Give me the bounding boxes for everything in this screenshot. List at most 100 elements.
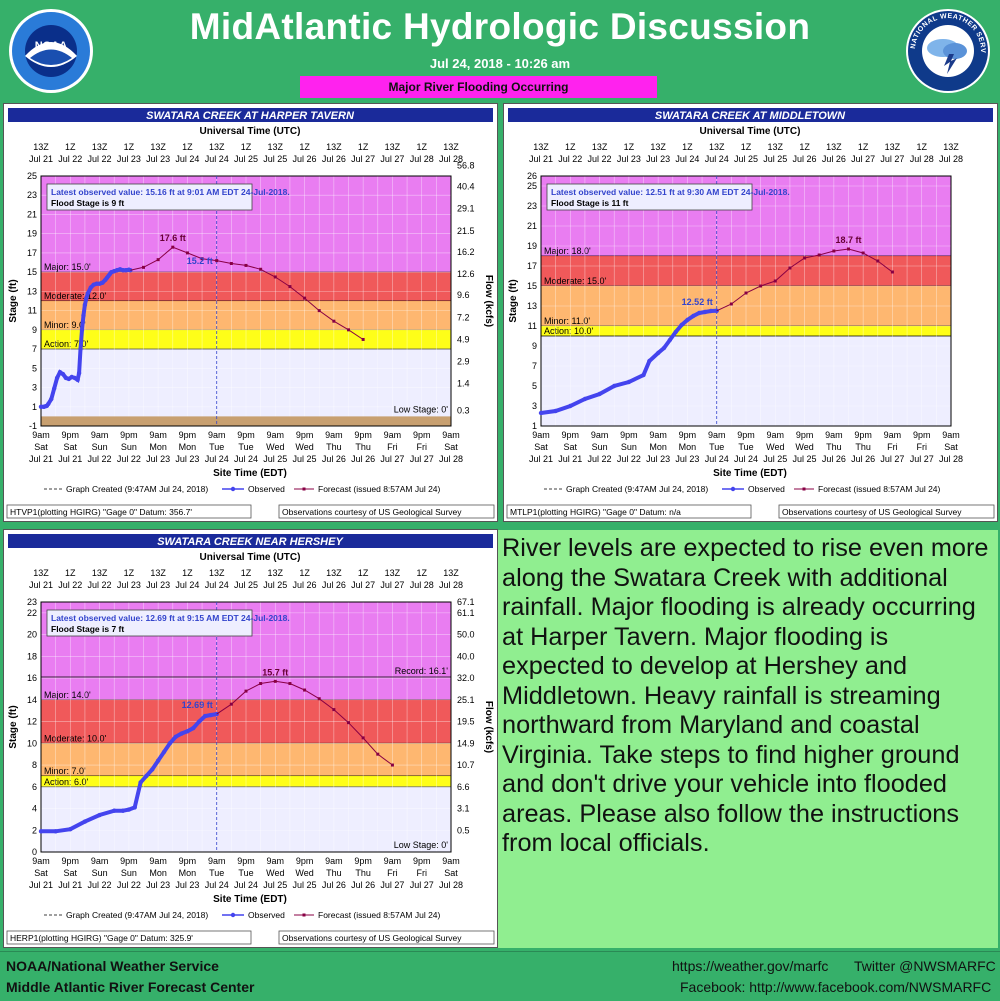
edt-tick-date: Jul 22 (117, 880, 141, 890)
chart-footer-left-box (6, 930, 252, 945)
utc-tick-hour: 13Z (385, 142, 401, 152)
utc-tick-hour: 13Z (326, 142, 342, 152)
edt-tick-hour: 9pm (120, 430, 138, 440)
flow-tick-label: 16.2 (457, 247, 475, 257)
chart-harper-tavern: SWATARA CREEK AT HARPER TAVERN Universal … (3, 103, 498, 522)
utc-tick-date: Jul 27 (351, 154, 375, 164)
plot-border (40, 601, 452, 853)
utc-tick-date: Jul 22 (58, 580, 82, 590)
observed-point (196, 719, 202, 724)
edt-tick-hour: 9pm (62, 430, 80, 440)
y-tick-label: 12 (27, 717, 37, 727)
edt-tick-day: Sun (592, 442, 608, 452)
y-tick-label: 5 (32, 363, 37, 373)
y-axis-label: Stage (ft) (508, 279, 519, 322)
latest-observed-box (46, 183, 253, 211)
utc-tick-date: Jul 23 (146, 154, 170, 164)
edt-tick-hour: 9am (384, 856, 402, 866)
y-tick-label: 9 (32, 325, 37, 335)
utc-tick-date: Jul 23 (646, 154, 670, 164)
footer-website-link[interactable]: https://weather.gov/marfc (672, 958, 829, 974)
stage-label-action: Action: 7.0' (44, 339, 89, 349)
edt-tick-day: Sat (944, 442, 958, 452)
footer-twitter-link[interactable]: Twitter @NWSMARFC (854, 958, 996, 974)
legend-forecast-marker (302, 487, 306, 491)
forecast-point (215, 259, 219, 263)
utc-tick-date: Jul 25 (763, 154, 787, 164)
forecast-point (876, 259, 880, 263)
y-tick-label: 22 (27, 608, 37, 618)
observed-point (82, 819, 88, 824)
forecast-point (861, 251, 865, 255)
forecast-point (729, 302, 733, 306)
flow-tick-label: 56.8 (457, 160, 475, 170)
y-tick-label: 19 (27, 229, 37, 239)
forecast-point (200, 257, 204, 261)
utc-tick-date: Jul 28 (439, 154, 463, 164)
legend-observed: Observed (248, 484, 285, 494)
flow-tick-label: 6.6 (457, 782, 470, 792)
edt-tick-date: Jul 27 (410, 454, 434, 464)
utc-tick-date: Jul 27 (380, 154, 404, 164)
forecast-point (817, 253, 821, 257)
stage-label-major: Major: 15.0' (44, 262, 91, 272)
edt-tick-day: Wed (295, 442, 313, 452)
y-tick-label: 15 (27, 267, 37, 277)
observed-point (673, 329, 678, 335)
page-date: Jul 24, 2018 - 10:26 am (429, 56, 571, 71)
chart-footer-right-box (278, 930, 495, 945)
y-tick-label: 1 (532, 421, 537, 431)
discussion-text-box: River levels are expected to rise even m… (498, 530, 998, 948)
flow-tick-label: 7.2 (457, 312, 470, 322)
latest-observed-box (46, 609, 253, 637)
utc-tick-hour: 13Z (443, 142, 459, 152)
legend-forecast: Forecast (issued 8:57AM Jul 24) (318, 910, 441, 920)
utc-tick-hour: 13Z (709, 142, 725, 152)
observed-point (612, 383, 617, 389)
forecast-point (376, 752, 380, 756)
observed-value-label: 15.2 ft (187, 256, 213, 266)
flow-tick-label: 12.6 (457, 269, 475, 279)
forecast-point (347, 721, 350, 725)
utc-tick-date: Jul 22 (58, 154, 82, 164)
chart-footer-right: Observations courtesy of US Geological S… (782, 507, 962, 517)
edt-tick-hour: 9am (532, 430, 550, 440)
stage-label-moderate: Moderate: 12.0' (44, 291, 107, 301)
forecast-point (273, 679, 277, 683)
edt-tick-day: Sun (92, 868, 108, 878)
y-tick-label: 25 (27, 171, 37, 181)
edt-tick-day: Sat (34, 868, 48, 878)
edt-tick-hour: 9pm (296, 430, 314, 440)
forecast-point (273, 275, 277, 279)
edt-tick-day: Mon (179, 442, 197, 452)
edt-tick-date: Jul 27 (910, 454, 934, 464)
forecast-point (317, 309, 321, 313)
edt-tick-hour: 9pm (179, 430, 197, 440)
legend-observed-marker (730, 486, 736, 492)
observed-point (132, 805, 137, 810)
observed-value-label: 12.69 ft (182, 700, 213, 710)
edt-tick-day: Thu (326, 868, 342, 878)
utc-tick-hour: 1Z (416, 568, 427, 578)
edt-tick-date: Jul 24 (205, 454, 229, 464)
edt-tick-date: Jul 23 (175, 880, 199, 890)
footer-facebook-link[interactable]: Facebook: http://www.facebook.com/NWSMAR… (680, 979, 992, 995)
y-tick-label: 17 (527, 261, 537, 271)
utc-tick-date: Jul 24 (705, 154, 729, 164)
edt-tick-hour: 9am (325, 856, 343, 866)
utc-tick-date: Jul 26 (293, 580, 317, 590)
forecast-point (803, 256, 807, 260)
forecast-point (229, 262, 233, 265)
edt-tick-date: Jul 22 (88, 880, 112, 890)
edt-tick-date: Jul 25 (263, 880, 287, 890)
edt-tick-hour: 9pm (796, 430, 814, 440)
utc-tick-hour: 13Z (150, 568, 166, 578)
observed-point (202, 713, 208, 719)
utc-tick-hour: 13Z (826, 142, 842, 152)
y2-axis-label: Flow (kcfs) (483, 275, 494, 327)
edt-tick-day: Fri (916, 442, 927, 452)
edt-tick-day: Thu (855, 442, 871, 452)
utc-tick-date: Jul 21 (529, 154, 553, 164)
flow-tick-label: 25.1 (457, 695, 475, 705)
utc-tick-hour: 13Z (443, 568, 459, 578)
